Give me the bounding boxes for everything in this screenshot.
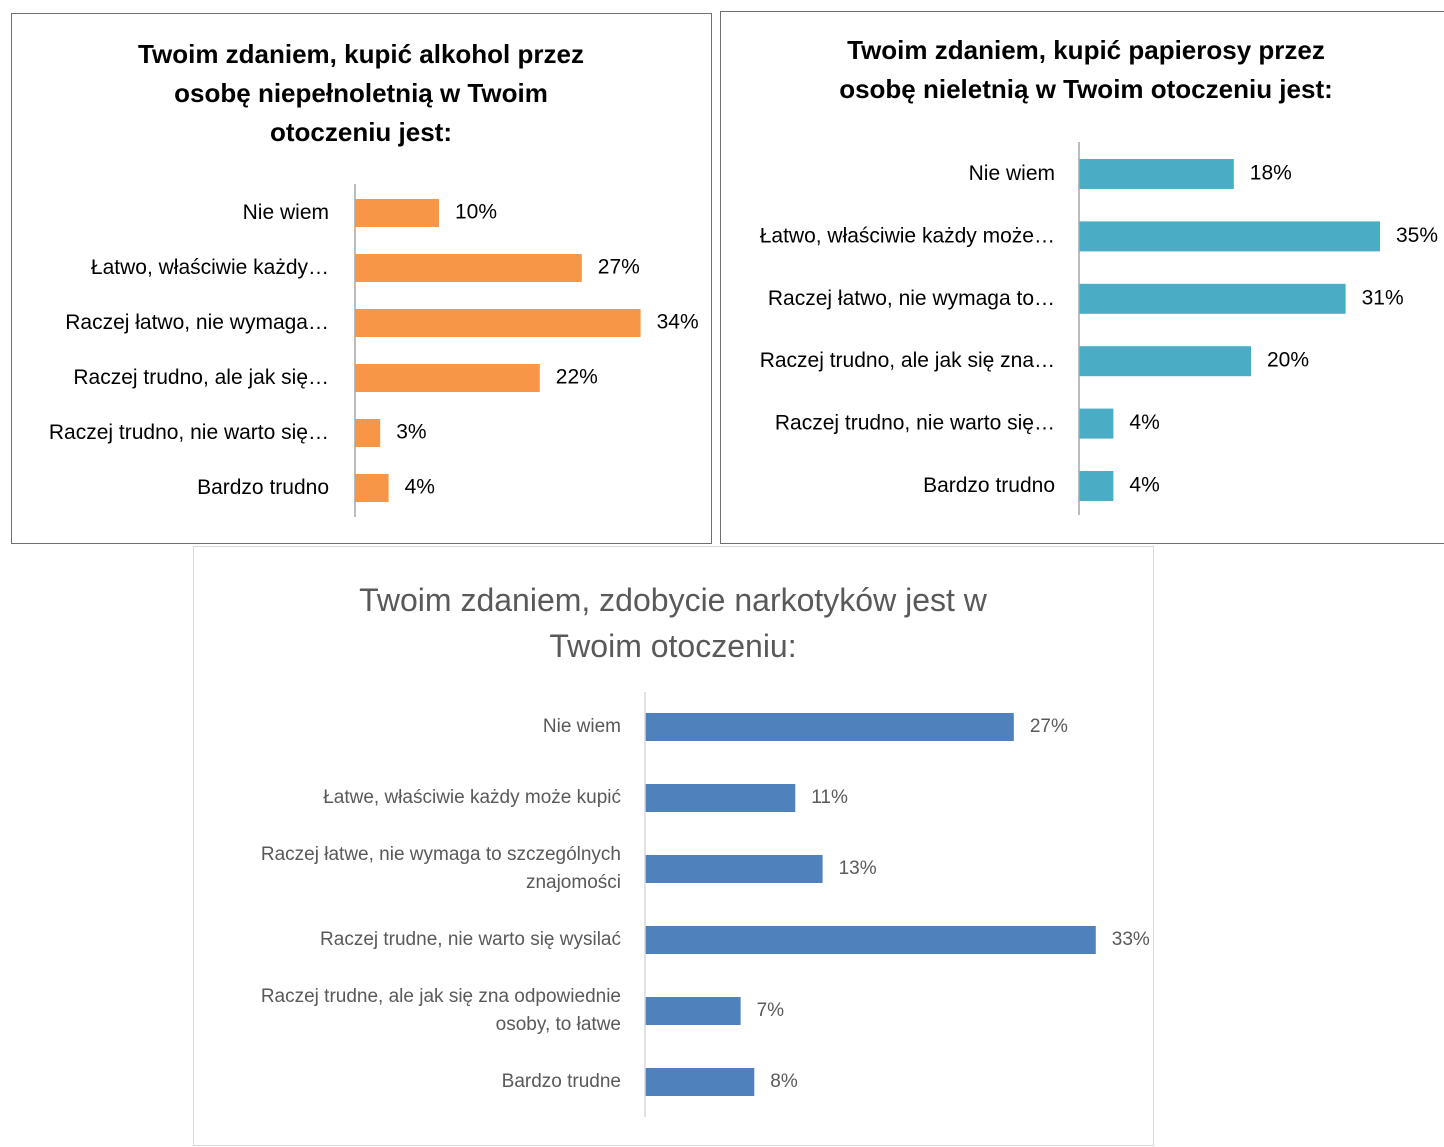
category-label-line: Raczej trudne, nie warto się wysilać xyxy=(320,929,621,950)
value-label: 22% xyxy=(556,366,598,389)
category-label-line: Łatwo, właściwie każdy… xyxy=(91,256,329,279)
bar xyxy=(645,713,1014,741)
bar xyxy=(355,419,381,447)
bar xyxy=(355,309,641,337)
value-label: 35% xyxy=(1396,224,1438,247)
category-label-line: znajomości xyxy=(526,872,621,893)
bar xyxy=(645,1068,755,1096)
value-label: 31% xyxy=(1362,286,1404,309)
category-label: Bardzo trudne xyxy=(502,1071,621,1092)
category-label: Raczej trudne, nie warto się wysilać xyxy=(320,929,621,950)
category-label: Nie wiem xyxy=(243,201,329,224)
chart-panel-cigarettes: Twoim zdaniem, kupić papierosy przez osob… xyxy=(720,11,1444,544)
category-label: Raczej łatwe, nie wymaga to szczególnych… xyxy=(261,844,621,893)
value-label: 11% xyxy=(811,787,848,808)
value-label: 20% xyxy=(1267,349,1309,372)
category-label: Raczej trudno, nie warto się… xyxy=(775,411,1055,434)
chart-panel-drugs: Twoim zdaniem, zdobycie narkotyków jest … xyxy=(193,546,1154,1146)
category-label-line: Raczej trudne, ale jak się zna odpowiedn… xyxy=(261,986,621,1007)
chart-title-line: osobę niepełnoletnią w Twoim xyxy=(174,78,548,108)
category-label: Raczej trudne, ale jak się zna odpowiedn… xyxy=(261,986,621,1035)
chart-title-line: Twoim zdaniem, kupić alkohol przez xyxy=(138,39,584,69)
value-label: 4% xyxy=(1129,411,1159,434)
category-label: Raczej trudno, ale jak się zna… xyxy=(760,349,1055,372)
value-label: 27% xyxy=(598,256,640,279)
chart-title-line: Twoim zdaniem, kupić papierosy przez xyxy=(847,35,1325,65)
drugs-chart-svg: Twoim zdaniem, zdobycie narkotyków jest … xyxy=(261,582,1150,1117)
bar xyxy=(645,855,823,883)
value-label: 10% xyxy=(455,201,497,224)
bar xyxy=(645,997,741,1025)
category-label-line: Raczej trudno, ale jak się zna… xyxy=(760,349,1055,372)
category-label-line: Bardzo trudne xyxy=(502,1071,621,1092)
bar xyxy=(355,254,582,282)
value-label: 34% xyxy=(657,311,699,334)
category-label: Łatwo, właściwie każdy… xyxy=(91,256,329,279)
bar xyxy=(355,474,389,502)
value-label: 3% xyxy=(396,421,426,444)
chart-title-line: osobę nieletnią w Twoim otoczeniu jest: xyxy=(839,74,1333,104)
value-label: 13% xyxy=(839,858,877,879)
alcohol-chart-svg: Twoim zdaniem, kupić alkohol przez osobę … xyxy=(49,39,699,517)
value-label: 7% xyxy=(757,1000,785,1021)
bar xyxy=(1079,221,1380,252)
cigarettes-chart-svg: Twoim zdaniem, kupić papierosy przez osob… xyxy=(760,35,1438,515)
chart-title: Twoim zdaniem, kupić alkohol przez osobę … xyxy=(138,39,584,147)
category-label-line: Raczej łatwe, nie wymaga to szczególnych xyxy=(261,844,621,865)
category-label: Bardzo trudno xyxy=(197,476,329,499)
category-label-line: Łatwe, właściwie każdy może kupić xyxy=(323,787,621,808)
category-label-line: Nie wiem xyxy=(543,716,621,737)
bar xyxy=(355,199,439,227)
bar xyxy=(1079,408,1114,439)
category-label-line: osoby, to łatwe xyxy=(496,1014,621,1035)
category-label-line: Bardzo trudno xyxy=(197,476,329,499)
chart-title: Twoim zdaniem, zdobycie narkotyków jest … xyxy=(359,582,988,664)
category-label-line: Nie wiem xyxy=(243,201,329,224)
category-label: Raczej łatwo, nie wymaga… xyxy=(65,311,329,334)
category-label-line: Raczej łatwo, nie wymaga to… xyxy=(768,286,1055,309)
category-label: Nie wiem xyxy=(969,162,1055,185)
category-label: Raczej łatwo, nie wymaga to… xyxy=(768,286,1055,309)
category-label-line: Łatwo, właściwie każdy może… xyxy=(760,224,1055,247)
value-label: 8% xyxy=(770,1071,798,1092)
category-label: Raczej trudno, nie warto się… xyxy=(49,421,329,444)
bar xyxy=(645,784,796,812)
category-label: Raczej trudno, ale jak się… xyxy=(73,366,329,389)
value-label: 33% xyxy=(1112,929,1150,950)
value-label: 18% xyxy=(1250,162,1292,185)
bar xyxy=(645,926,1096,954)
category-label: Bardzo trudno xyxy=(923,474,1055,497)
category-label-line: Raczej łatwo, nie wymaga… xyxy=(65,311,329,334)
category-label-line: Raczej trudno, ale jak się… xyxy=(73,366,329,389)
chart-panel-alcohol: Twoim zdaniem, kupić alkohol przez osobę … xyxy=(11,13,712,544)
chart-title-line: Twoim zdaniem, zdobycie narkotyków jest … xyxy=(359,582,988,618)
chart-title-line: otoczeniu jest: xyxy=(270,117,452,147)
category-label: Nie wiem xyxy=(543,716,621,737)
chart-title: Twoim zdaniem, kupić papierosy przez osob… xyxy=(839,35,1333,104)
value-label: 4% xyxy=(405,476,435,499)
bar xyxy=(1079,159,1234,189)
category-label: Łatwo, właściwie każdy może… xyxy=(760,224,1055,247)
category-label-line: Nie wiem xyxy=(969,162,1055,185)
category-label-line: Raczej trudno, nie warto się… xyxy=(49,421,329,444)
value-label: 27% xyxy=(1030,716,1068,737)
chart-title-line: Twoim otoczeniu: xyxy=(549,628,796,664)
category-label-line: Raczej trudno, nie warto się… xyxy=(775,411,1055,434)
category-label-line: Bardzo trudno xyxy=(923,474,1055,497)
bar xyxy=(355,364,540,392)
bar xyxy=(1079,346,1251,377)
category-label: Łatwe, właściwie każdy może kupić xyxy=(323,787,621,808)
value-label: 4% xyxy=(1129,474,1159,497)
bar xyxy=(1079,283,1346,314)
bar xyxy=(1079,471,1114,501)
